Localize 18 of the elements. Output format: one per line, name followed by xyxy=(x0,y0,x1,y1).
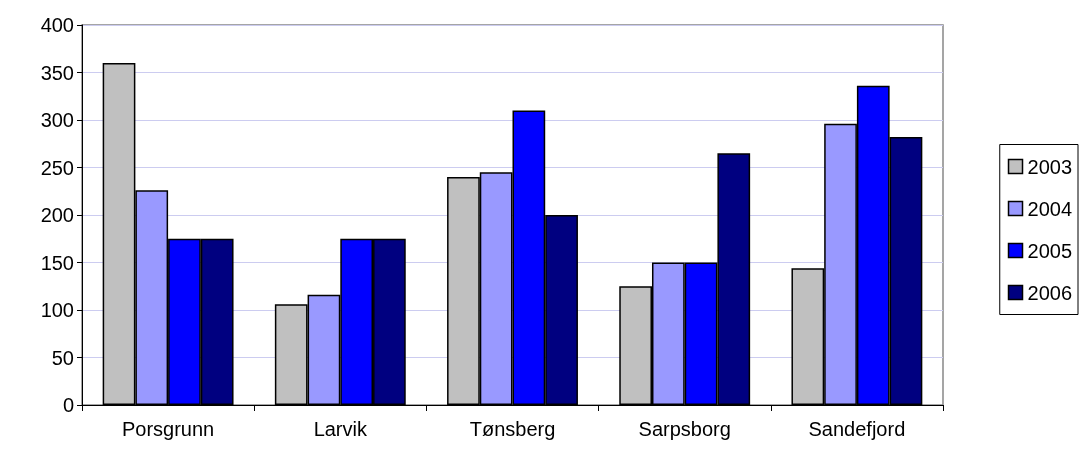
x-tick-label: Larvik xyxy=(313,418,368,440)
x-tick-label: Sarpsborg xyxy=(638,418,731,440)
x-tick-label: Porsgrunn xyxy=(121,418,215,440)
legend-label: 2004 xyxy=(1027,197,1073,220)
y-tick-label: 200 xyxy=(40,204,74,226)
x-tick-label: Sandefjord xyxy=(808,418,906,440)
y-tick-label: 250 xyxy=(40,156,74,179)
legend-label: 2006 xyxy=(1027,281,1073,304)
legend-label: 2003 xyxy=(1027,155,1073,178)
y-tick-label: 350 xyxy=(40,61,74,84)
y-tick-label: 150 xyxy=(40,251,74,274)
y-tick-label: 50 xyxy=(51,346,74,369)
y-tick-label: 100 xyxy=(40,299,74,321)
y-tick-label: 400 xyxy=(40,14,74,36)
y-tick-label: 300 xyxy=(40,109,74,131)
legend-label: 2005 xyxy=(1027,239,1073,262)
x-tick-label: Tønsberg xyxy=(469,418,556,440)
y-tick-label: 0 xyxy=(62,394,74,416)
